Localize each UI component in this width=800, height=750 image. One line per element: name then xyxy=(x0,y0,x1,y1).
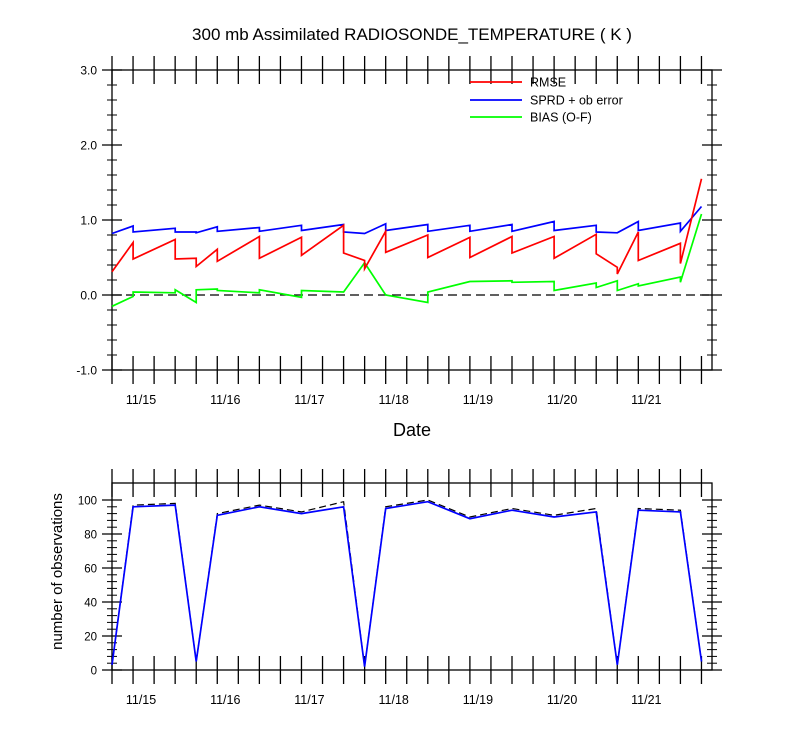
y-tick-label: 60 xyxy=(84,564,97,576)
y-tick-label: 100 xyxy=(78,496,97,508)
top-chart: 11/15 11/16 11/17 11/18 11/19 11/20 11/21 -1.0 0… xyxy=(76,25,722,440)
chart-title: 300 mb Assimilated RADIOSONDE_TEMPERATUR… xyxy=(192,25,632,44)
total-line xyxy=(111,499,703,667)
rmse-line xyxy=(111,178,703,275)
y-tick-label: 40 xyxy=(84,598,97,610)
y-tick-label: 1.0 xyxy=(80,214,97,228)
x-tick-label: 11/19 xyxy=(463,393,493,407)
plot-frame xyxy=(111,482,713,671)
x-tick-label: 11/16 xyxy=(210,393,240,407)
x-tick-label: 11/15 xyxy=(126,393,156,407)
plot-frame xyxy=(111,69,713,371)
assimilated-line xyxy=(111,500,703,667)
x-tick-label: 11/21 xyxy=(631,693,661,707)
y-tick-label: -1.0 xyxy=(76,364,97,378)
y-axis-label: number of observations xyxy=(49,493,66,650)
legend-label: SPRD + ob error xyxy=(530,94,623,108)
y-tick-label: 0 xyxy=(91,666,97,678)
bias-o-f--line xyxy=(111,213,703,308)
legend-label: BIAS (O-F) xyxy=(530,111,592,125)
x-tick-label: 11/15 xyxy=(126,693,156,707)
y-tick-label: 3.0 xyxy=(80,64,97,78)
sprd-ob-error-line xyxy=(111,205,703,235)
x-tick-label: 11/20 xyxy=(547,393,577,407)
x-tick-label: 11/21 xyxy=(631,393,661,407)
x-tick-label: 11/18 xyxy=(379,393,409,407)
x-tick-label: 11/17 xyxy=(294,393,324,407)
x-tick-label: 11/19 xyxy=(463,693,493,707)
x-tick-label: 11/20 xyxy=(547,693,577,707)
bottom-chart: 11/15 11/16 11/17 11/18 11/19 11/20 11/21 0 20 40… xyxy=(49,469,722,707)
y-tick-label: 0.0 xyxy=(80,289,97,303)
x-tick-label: 11/18 xyxy=(379,693,409,707)
x-axis-label: Date xyxy=(393,420,431,440)
x-tick-label: 11/16 xyxy=(210,693,240,707)
y-tick-label: 80 xyxy=(84,530,97,542)
y-tick-label: 20 xyxy=(84,632,97,644)
y-tick-label: 2.0 xyxy=(80,139,97,153)
legend-label: RMSE xyxy=(530,76,566,90)
x-tick-label: 11/17 xyxy=(294,693,324,707)
